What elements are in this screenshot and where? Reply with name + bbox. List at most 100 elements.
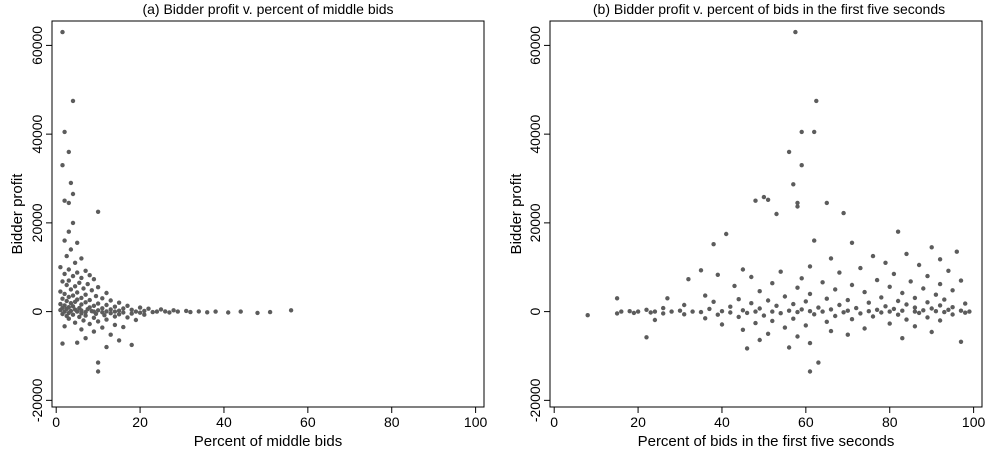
data-point [62, 198, 67, 203]
data-point [72, 260, 78, 265]
data-point [652, 309, 658, 314]
data-point [895, 298, 901, 304]
data-point [682, 302, 687, 308]
x-axis-label-a: Percent of middle bids [194, 433, 342, 450]
data-point [95, 360, 101, 365]
data-point [79, 295, 84, 301]
data-point [841, 310, 846, 315]
data-point [703, 293, 708, 298]
data-point [958, 278, 964, 283]
data-point [60, 341, 65, 346]
data-point [879, 295, 884, 300]
data-point [85, 281, 90, 287]
x-axis-label-b: Percent of bids in the first five second… [638, 433, 895, 450]
x-tick-label: 0 [52, 414, 60, 430]
data-point [820, 280, 825, 285]
data-point [858, 265, 863, 271]
data-point [728, 310, 733, 315]
data-point [833, 313, 838, 319]
data-point [142, 312, 147, 317]
data-point [83, 336, 88, 341]
data-point [677, 308, 683, 313]
data-point [142, 308, 147, 314]
data-point [137, 310, 143, 315]
data-point [900, 308, 905, 313]
data-point [807, 264, 813, 269]
y-tick-label: 40000 [527, 114, 543, 153]
data-point [937, 281, 943, 287]
data-point [146, 306, 151, 311]
data-point [95, 319, 101, 324]
data-point [66, 310, 72, 316]
data-point [87, 273, 92, 278]
data-point [849, 317, 855, 322]
data-point [89, 288, 95, 293]
data-point [175, 309, 180, 314]
data-point [81, 318, 86, 323]
data-point [749, 301, 754, 306]
data-point [112, 309, 118, 314]
x-tick-label: 100 [962, 414, 986, 430]
data-point [635, 309, 641, 314]
data-point [100, 296, 105, 301]
data-point [91, 303, 97, 308]
data-point [66, 278, 72, 283]
data-point [862, 289, 867, 295]
data-point [648, 310, 653, 315]
data-point [100, 325, 105, 330]
data-point [786, 149, 792, 155]
y-axis-a: -20000 0 20000 40000 60000 [29, 26, 52, 422]
data-point [937, 318, 943, 323]
data-point [112, 322, 118, 328]
data-point [108, 307, 113, 312]
data-point [75, 340, 80, 345]
data-point [158, 307, 164, 312]
data-point [70, 293, 76, 298]
y-axis-b: -20000 0 20000 40000 60000 [527, 26, 550, 422]
x-tick-label: 80 [882, 414, 898, 430]
data-point [870, 253, 876, 259]
data-point [669, 309, 674, 314]
data-point [929, 306, 934, 311]
data-point [912, 309, 918, 314]
data-point [728, 304, 733, 309]
data-point [793, 29, 798, 35]
x-axis-b: 0 20 40 60 80 100 [550, 407, 986, 430]
data-point [757, 337, 762, 343]
data-point [95, 308, 101, 313]
y-tick-label: 20000 [29, 203, 45, 242]
data-point [116, 300, 122, 305]
data-point [719, 322, 725, 327]
data-point [833, 287, 838, 292]
data-point [724, 231, 729, 237]
data-point [58, 301, 63, 307]
data-point [895, 312, 901, 317]
data-point [68, 301, 74, 306]
data-point [163, 309, 168, 314]
data-point [916, 310, 922, 316]
data-point [104, 317, 109, 322]
data-point [887, 321, 892, 326]
data-point [116, 312, 122, 317]
data-point [104, 302, 109, 308]
data-point [68, 247, 74, 252]
data-point [95, 209, 101, 214]
data-point [62, 324, 67, 329]
data-point [774, 303, 779, 308]
data-point [614, 296, 620, 301]
data-point [167, 310, 172, 315]
data-point [937, 303, 943, 308]
data-point [803, 299, 808, 304]
data-point [83, 268, 88, 273]
y-tick-label: -20000 [527, 378, 543, 422]
data-point [895, 229, 901, 234]
data-point [707, 306, 712, 312]
data-point [60, 29, 65, 35]
y-tick-label: 0 [29, 308, 45, 316]
data-point [60, 296, 65, 301]
data-point [91, 329, 97, 334]
data-point [715, 312, 720, 317]
data-point [644, 335, 649, 340]
data-point [715, 272, 720, 277]
data-point [70, 273, 76, 279]
